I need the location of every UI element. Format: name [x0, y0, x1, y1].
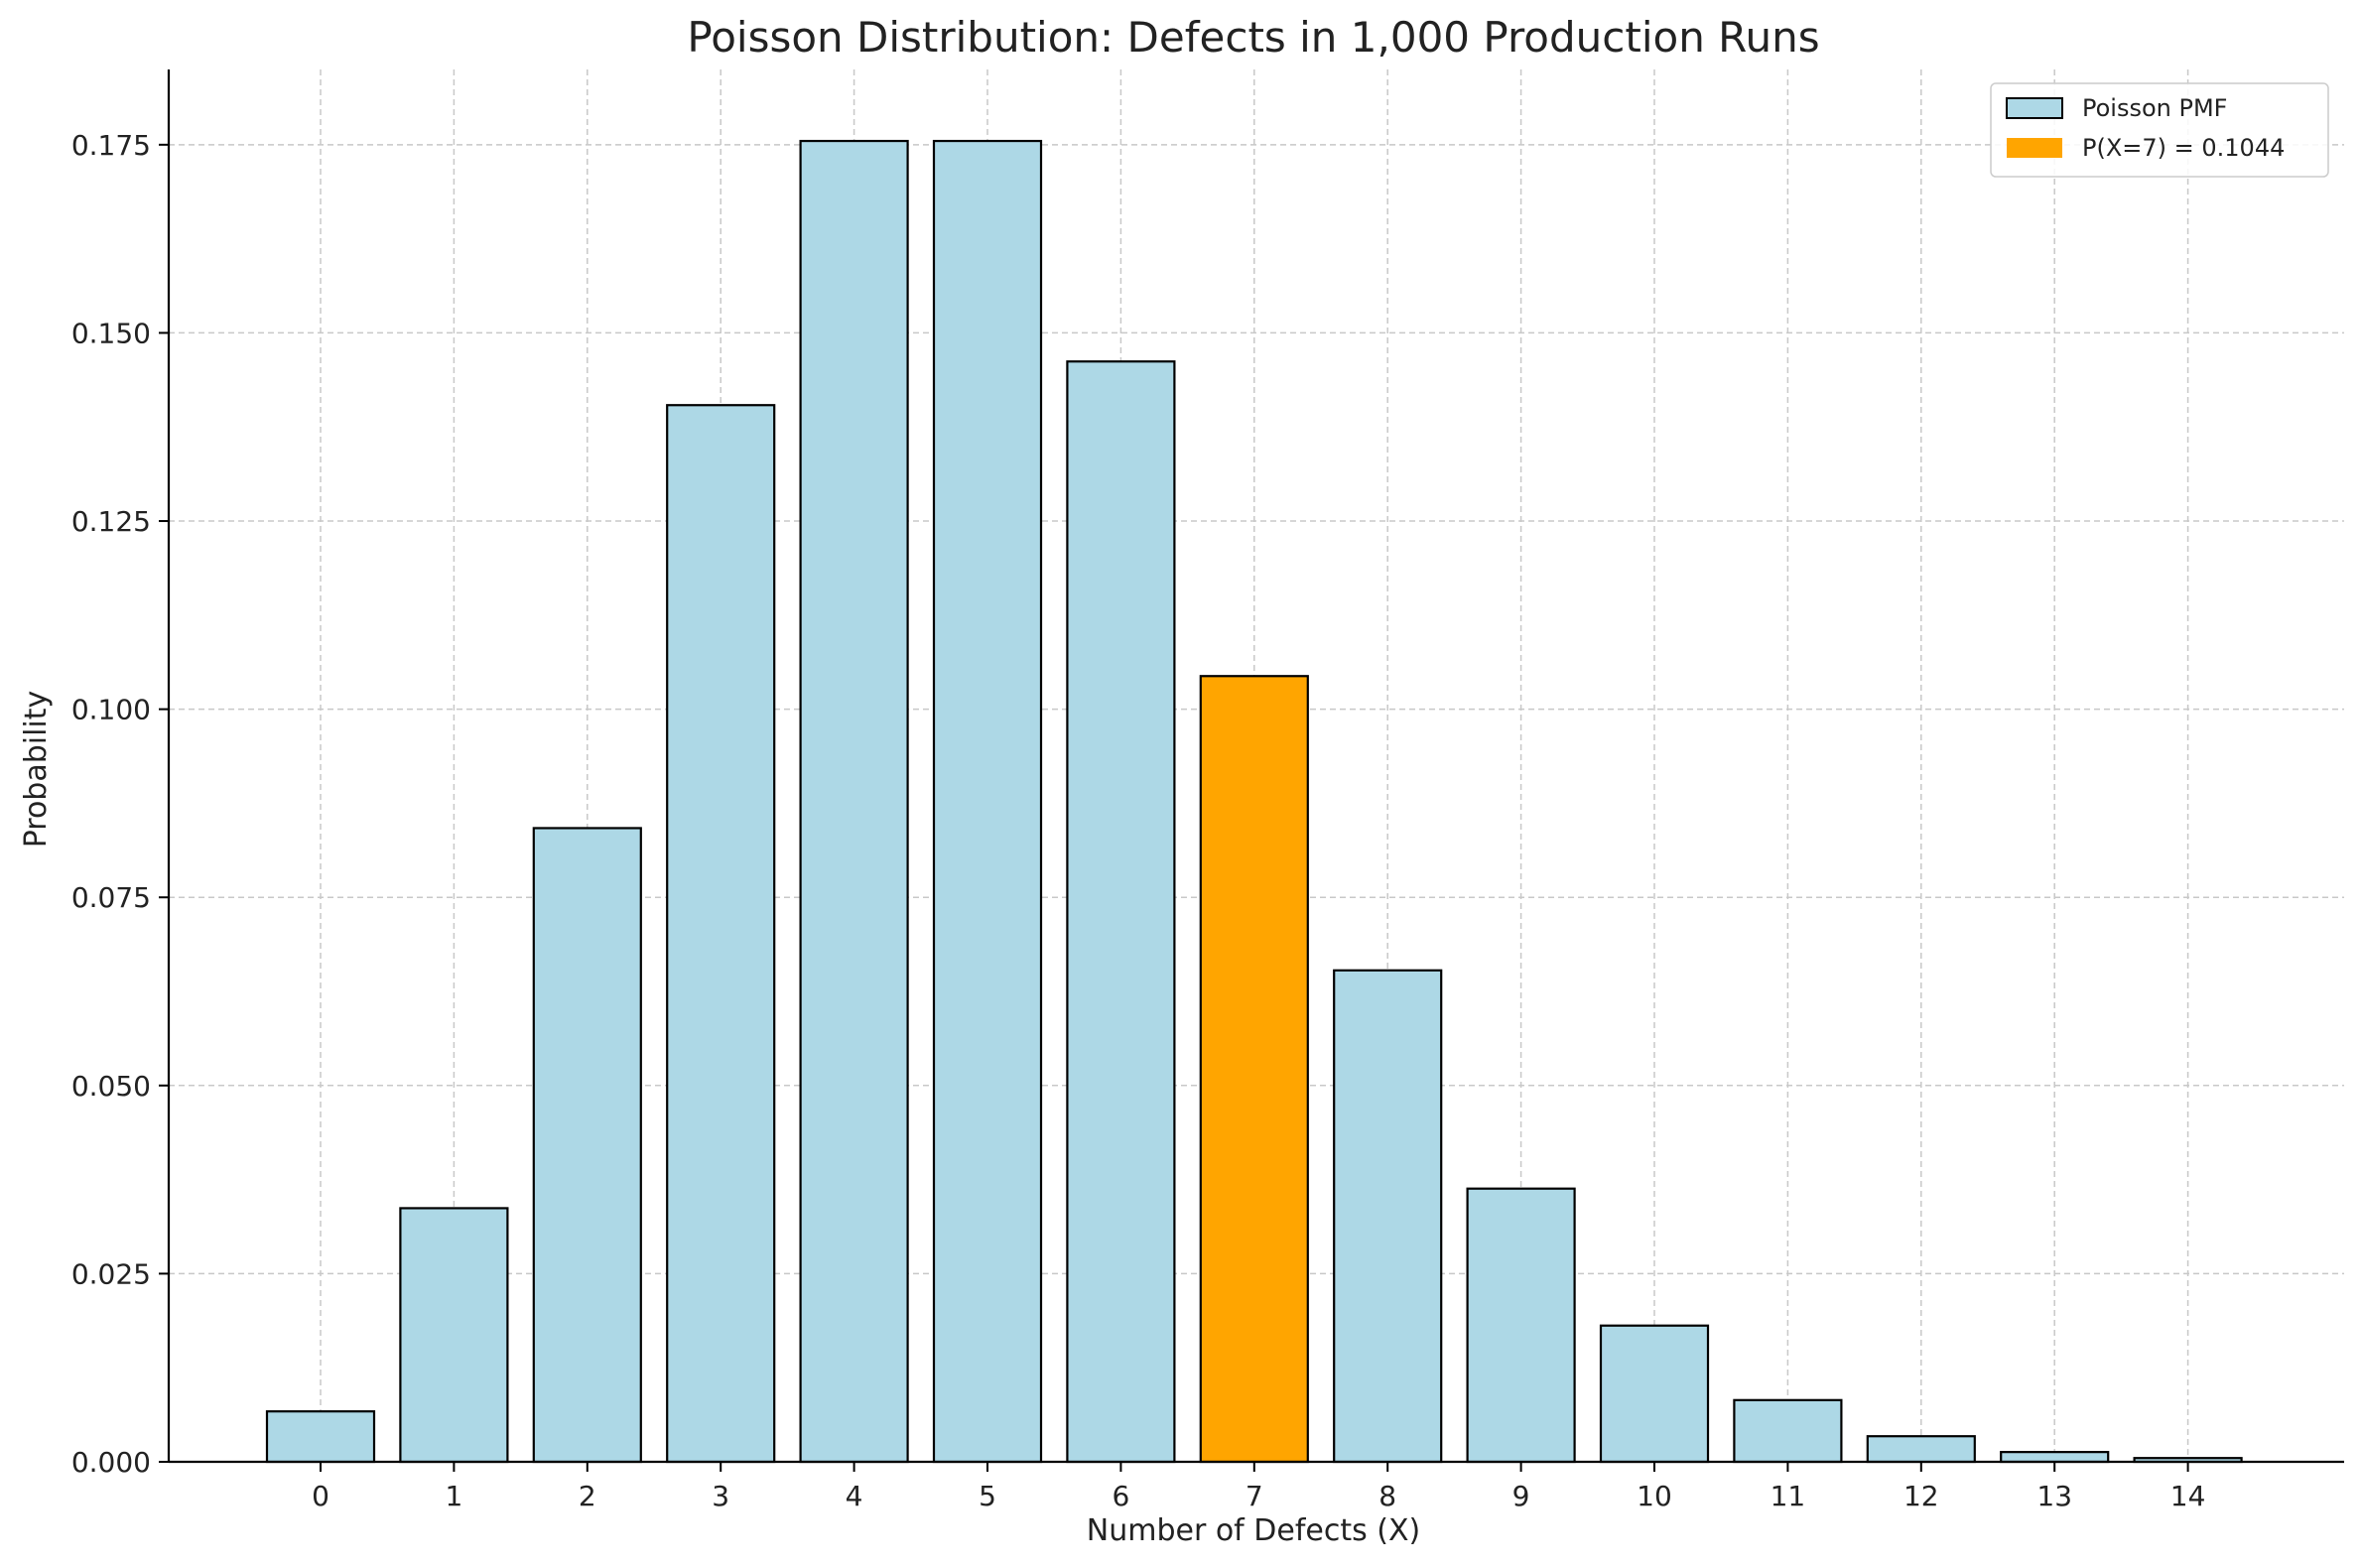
x-tick-label: 14 — [2170, 1480, 2206, 1512]
bar — [399, 1207, 509, 1464]
x-tick-label: 13 — [2036, 1480, 2072, 1512]
x-tick-label: 12 — [1903, 1480, 1939, 1512]
bar — [799, 139, 909, 1464]
x-tick-label: 2 — [579, 1480, 596, 1512]
grid-layer — [169, 69, 2344, 1463]
y-tick-label: 0.025 — [71, 1257, 151, 1290]
bar — [2000, 1451, 2110, 1464]
legend-label-highlight: P(X=7) = 0.1044 — [2082, 134, 2285, 162]
legend: Poisson PMF P(X=7) = 0.1044 — [1990, 82, 2329, 178]
y-tick-label: 0.075 — [71, 881, 151, 914]
y-tick-label: 0.100 — [71, 694, 151, 726]
y-tick-label: 0.050 — [71, 1070, 151, 1103]
bar — [1333, 969, 1443, 1464]
x-tick-label: 6 — [1112, 1480, 1129, 1512]
y-axis-title: Probability — [19, 691, 54, 849]
axes-layer — [167, 69, 2344, 1464]
x-tick-label: 7 — [1246, 1480, 1263, 1512]
legend-swatch-highlight — [2007, 138, 2062, 158]
x-tick-label: 11 — [1771, 1480, 1806, 1512]
legend-label-poisson-pmf: Poisson PMF — [2082, 94, 2227, 122]
bar-highlight — [1199, 675, 1309, 1464]
bar — [932, 139, 1043, 1464]
bar — [1599, 1324, 1710, 1464]
bar — [265, 1410, 376, 1464]
ticks-layer: 0.000 0.025 0.050 0.075 0.100 0.125 0.150 0.175… — [71, 129, 2206, 1512]
y-tick-label: 0.150 — [71, 317, 151, 349]
legend-swatch-poisson-pmf — [2006, 97, 2063, 119]
x-tick-label: 10 — [1637, 1480, 1672, 1512]
x-tick-label: 5 — [979, 1480, 996, 1512]
y-tick-label: 0.175 — [71, 129, 151, 162]
bar — [1066, 360, 1176, 1464]
bar — [1733, 1398, 1843, 1464]
bar — [1866, 1435, 1976, 1464]
chart-title: Poisson Distribution: Defects in 1,000 P… — [687, 13, 1819, 62]
x-tick-label: 3 — [712, 1480, 729, 1512]
bar — [532, 827, 642, 1464]
y-tick-label: 0.000 — [71, 1446, 151, 1479]
x-tick-label: 9 — [1512, 1480, 1530, 1512]
x-axis-title: Number of Defects (X) — [1087, 1513, 1420, 1548]
bar — [666, 404, 776, 1464]
x-tick-label: 8 — [1378, 1480, 1396, 1512]
bar — [1466, 1187, 1576, 1464]
bars-layer — [265, 139, 2243, 1464]
legend-frame — [1990, 82, 2329, 178]
x-tick-label: 4 — [846, 1480, 863, 1512]
x-tick-label: 0 — [312, 1480, 329, 1512]
x-tick-label: 1 — [445, 1480, 462, 1512]
y-tick-label: 0.125 — [71, 505, 151, 538]
